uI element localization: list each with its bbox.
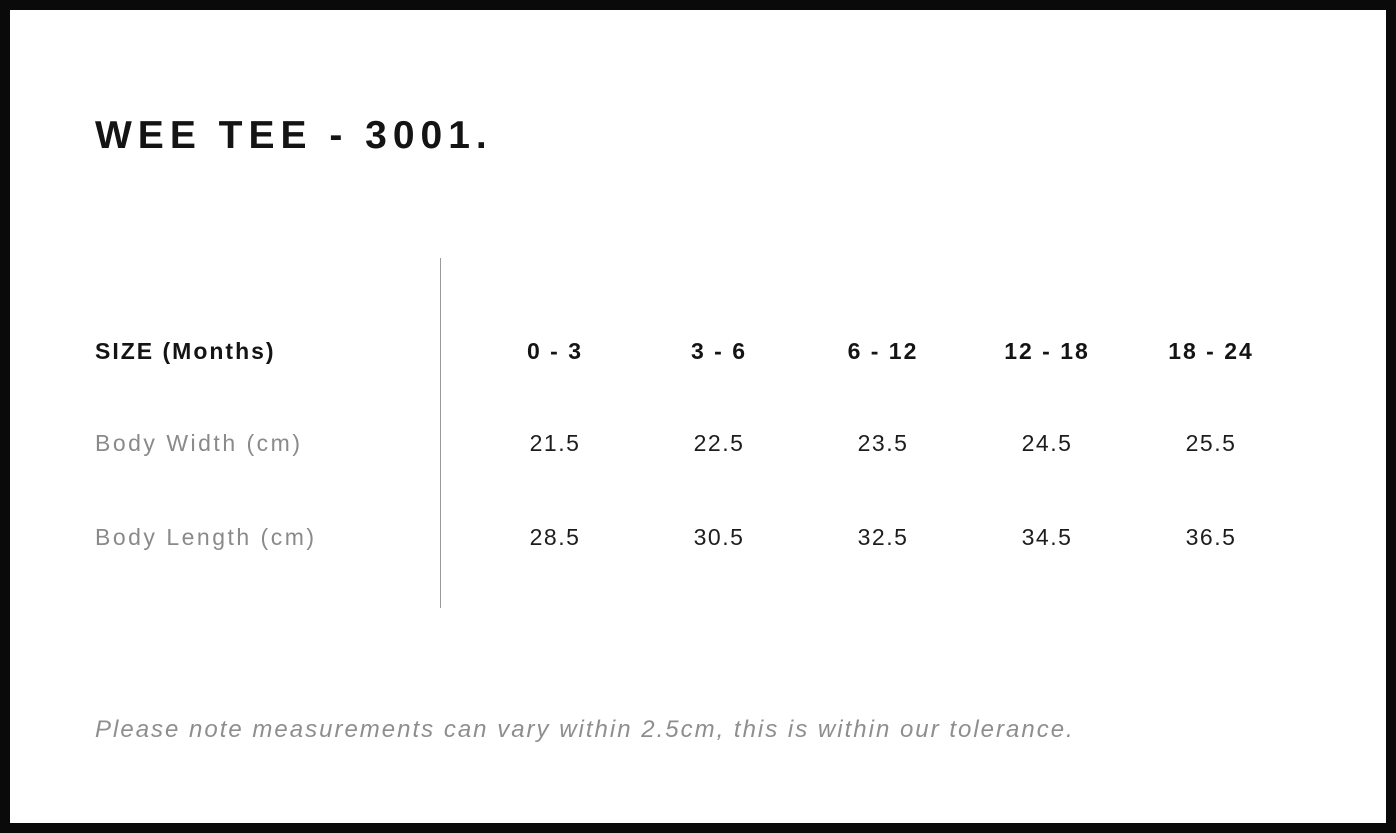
size-column-header: SIZE (Months) (95, 337, 276, 364)
tolerance-note: Please note measurements can vary within… (95, 716, 1075, 743)
column-header-6-12: 6 - 12 (847, 337, 919, 364)
body-width-value-6-12: 23.5 (857, 429, 909, 456)
body-length-value-12-18: 34.5 (1021, 523, 1073, 550)
body-width-value-3-6: 22.5 (693, 429, 745, 456)
body-width-value-18-24: 25.5 (1185, 429, 1237, 456)
body-length-value-3-6: 30.5 (693, 523, 745, 550)
row-label-body-length: Body Length (cm) (95, 523, 317, 550)
body-length-cells: 28.5 30.5 32.5 34.5 36.5 (473, 524, 1293, 551)
table-vertical-divider (440, 258, 441, 608)
table-header-row: SIZE (Months) 0 - 3 3 - 6 6 - 12 12 - 18… (95, 336, 1303, 366)
body-width-value-12-18: 24.5 (1021, 429, 1073, 456)
row-label-body-width: Body Width (cm) (95, 429, 303, 456)
body-length-value-6-12: 32.5 (857, 523, 909, 550)
column-header-18-24: 18 - 24 (1168, 337, 1254, 364)
body-width-cells: 21.5 22.5 23.5 24.5 25.5 (473, 430, 1293, 457)
page-title: WEE TEE - 3001. (95, 114, 493, 157)
body-width-value-0-3: 21.5 (529, 429, 581, 456)
header-cells: 0 - 3 3 - 6 6 - 12 12 - 18 18 - 24 (473, 338, 1293, 365)
column-header-12-18: 12 - 18 (1004, 337, 1090, 364)
body-length-value-18-24: 36.5 (1185, 523, 1237, 550)
column-header-3-6: 3 - 6 (690, 337, 748, 364)
body-length-value-0-3: 28.5 (529, 523, 581, 550)
column-header-0-3: 0 - 3 (526, 337, 584, 364)
table-row-body-width: Body Width (cm) 21.5 22.5 23.5 24.5 25.5 (95, 428, 1303, 458)
table-row-body-length: Body Length (cm) 28.5 30.5 32.5 34.5 36.… (95, 522, 1303, 552)
